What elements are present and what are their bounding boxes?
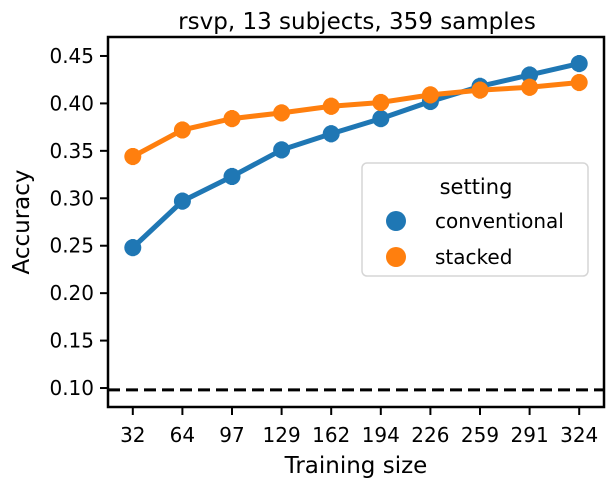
legend-title: setting — [440, 175, 513, 199]
point-stacked — [421, 86, 439, 104]
point-stacked — [471, 81, 489, 99]
x-tick-label: 324 — [560, 423, 598, 447]
point-stacked — [273, 104, 291, 122]
point-stacked — [173, 121, 191, 139]
x-tick-label: 162 — [312, 423, 350, 447]
point-conventional — [173, 192, 191, 210]
point-conventional — [372, 110, 390, 128]
x-tick-label: 129 — [263, 423, 301, 447]
point-conventional — [570, 55, 588, 73]
series-line-conventional — [130, 61, 582, 251]
y-tick-label: 0.40 — [49, 91, 94, 115]
point-conventional — [124, 239, 142, 257]
y-tick-label: 0.15 — [49, 329, 94, 353]
point-stacked — [223, 110, 241, 128]
plot-area: 0.10 0.15 0.20 0.25 0.30 0.35 0.40 0.45 32 64 97 12… — [49, 35, 606, 447]
x-tick-label: 226 — [411, 423, 449, 447]
x-tick-label: 64 — [170, 423, 195, 447]
x-tick-label: 97 — [219, 423, 244, 447]
point-stacked — [372, 93, 390, 111]
y-tick-label: 0.35 — [49, 139, 94, 163]
axes-frame — [106, 35, 606, 409]
y-tick-label: 0.45 — [49, 44, 94, 68]
x-tick-label: 32 — [120, 423, 145, 447]
point-stacked — [124, 148, 142, 166]
y-tick-label: 0.10 — [49, 376, 94, 400]
point-conventional — [322, 125, 340, 143]
y-tick-label: 0.30 — [49, 186, 94, 210]
legend-box — [361, 162, 589, 277]
y-axis-label: Accuracy — [9, 169, 35, 274]
point-conventional — [273, 141, 291, 159]
point-stacked — [521, 78, 539, 96]
x-tick-label: 291 — [511, 423, 549, 447]
legend-label-conventional: conventional — [435, 209, 564, 233]
x-tick-label: 259 — [461, 423, 499, 447]
point-conventional — [521, 66, 539, 84]
point-stacked — [570, 74, 588, 92]
x-tick-label: 194 — [362, 423, 400, 447]
legend-marker-conventional — [386, 211, 406, 231]
y-tick-label: 0.25 — [49, 234, 94, 258]
point-conventional — [223, 167, 241, 185]
y-tick-label: 0.20 — [49, 281, 94, 305]
series-line-stacked — [130, 80, 582, 160]
legend-label-stacked: stacked — [435, 245, 512, 269]
x-axis-label: Training size — [284, 453, 428, 479]
legend-marker-stacked — [386, 247, 406, 267]
chart-title: rsvp, 13 subjects, 359 samples — [178, 9, 536, 35]
legend: setting conventional stacked — [361, 162, 589, 277]
point-stacked — [322, 97, 340, 115]
